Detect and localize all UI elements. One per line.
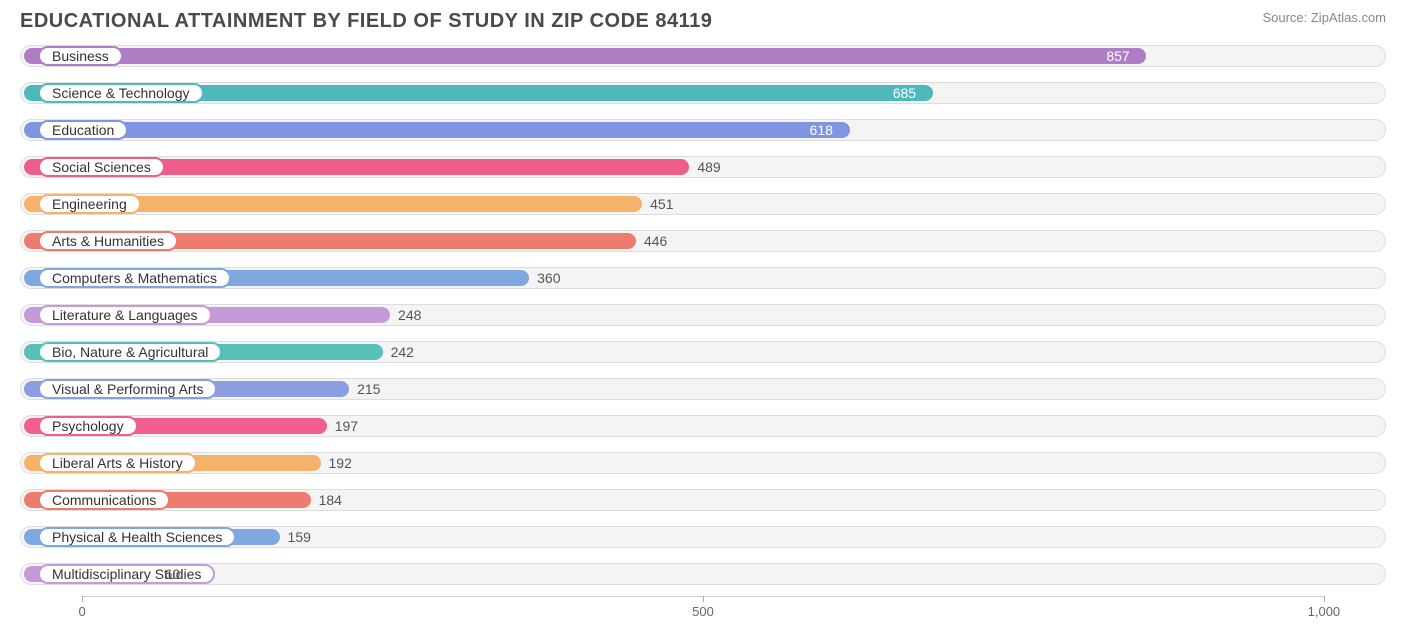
bar-row: Computers & Mathematics 360: [20, 263, 1386, 293]
axis-tick: [1324, 596, 1325, 602]
chart-title: EDUCATIONAL ATTAINMENT BY FIELD OF STUDY…: [20, 10, 712, 33]
value-label: 60: [165, 566, 181, 582]
category-pill: Multidisciplinary Studies: [38, 564, 215, 584]
value-label: 192: [329, 455, 352, 471]
bars-container: Business 857 Science & Technology 685 Educat…: [20, 41, 1386, 589]
category-pill: Engineering: [38, 194, 141, 214]
category-pill: Literature & Languages: [38, 305, 212, 325]
value-label: 184: [319, 492, 342, 508]
bar-row: Multidisciplinary Studies60: [20, 559, 1386, 589]
axis-tick: [703, 596, 704, 602]
bar-row: Physical & Health Sciences 159: [20, 522, 1386, 552]
value-label: 857: [1106, 48, 1129, 64]
value-label: 215: [357, 381, 380, 397]
value-label: 446: [644, 233, 667, 249]
value-label: 489: [697, 159, 720, 175]
value-label: 242: [391, 344, 414, 360]
bar-row: Arts & Humanities 446: [20, 226, 1386, 256]
bar-row: Engineering 451: [20, 189, 1386, 219]
value-label: 197: [335, 418, 358, 434]
axis-tick: [82, 596, 83, 602]
value-label: 360: [537, 270, 560, 286]
value-label: 159: [288, 529, 311, 545]
value-label: 685: [893, 85, 916, 101]
bar-row: Literature & Languages 248: [20, 300, 1386, 330]
category-pill: Education: [38, 120, 128, 140]
bar-row: Psychology 197: [20, 411, 1386, 441]
axis-tick-label: 1,000: [1308, 604, 1341, 619]
source-label: Source: ZipAtlas.com: [1262, 10, 1386, 25]
bar-row: Social Sciences 489: [20, 152, 1386, 182]
category-pill: Computers & Mathematics: [38, 268, 231, 288]
category-pill: Science & Technology: [38, 83, 204, 103]
axis-tick-label: 0: [78, 604, 85, 619]
bar-row: Communications 184: [20, 485, 1386, 515]
axis-tick-label: 500: [692, 604, 714, 619]
bar-row: Business 857: [20, 41, 1386, 71]
category-pill: Social Sciences: [38, 157, 165, 177]
category-pill: Communications: [38, 490, 170, 510]
value-label: 248: [398, 307, 421, 323]
bar-fill: [24, 122, 850, 138]
bar-row: Liberal Arts & History 192: [20, 448, 1386, 478]
bar-row: Education 618: [20, 115, 1386, 145]
category-pill: Business: [38, 46, 123, 66]
category-pill: Bio, Nature & Agricultural: [38, 342, 222, 362]
bar-row: Bio, Nature & Agricultural 242: [20, 337, 1386, 367]
category-pill: Physical & Health Sciences: [38, 527, 236, 547]
value-label: 618: [810, 122, 833, 138]
chart-area: Business 857 Science & Technology 685 Educat…: [20, 41, 1386, 601]
bar-row: Science & Technology 685: [20, 78, 1386, 108]
bar-fill: [24, 48, 1146, 64]
category-pill: Liberal Arts & History: [38, 453, 197, 473]
value-label: 451: [650, 196, 673, 212]
bar-track: [20, 563, 1386, 585]
category-pill: Visual & Performing Arts: [38, 379, 217, 399]
category-pill: Psychology: [38, 416, 138, 436]
bar-row: Visual & Performing Arts 215: [20, 374, 1386, 404]
category-pill: Arts & Humanities: [38, 231, 178, 251]
x-axis: 0 500 1,000: [20, 596, 1386, 626]
